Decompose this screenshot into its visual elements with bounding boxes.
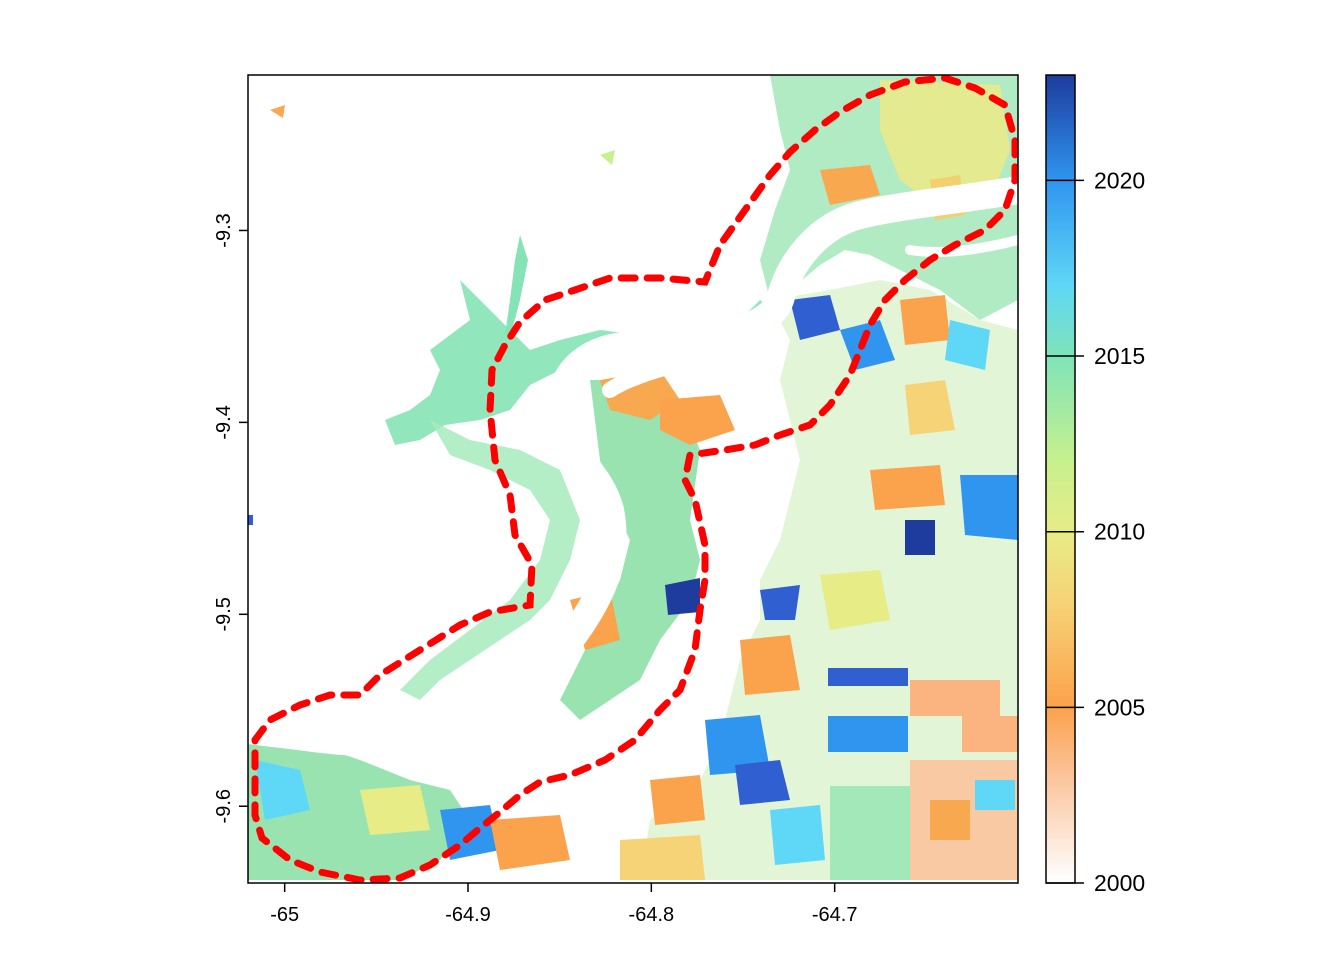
legend-tick-label: 2000: [1094, 870, 1145, 896]
legend-gradient: [1046, 75, 1075, 883]
forest-loss-patch: [600, 150, 615, 165]
forest-loss-patch: [490, 815, 570, 870]
forest-loss-patch: [650, 775, 705, 825]
x-tick-label: -64.8: [629, 904, 675, 926]
forest-loss-patch: [270, 105, 285, 118]
forest-loss-patch: [255, 760, 310, 820]
forest-loss-patch: [900, 295, 950, 345]
forest-loss-patch: [905, 380, 955, 435]
x-axis: -65 -64.9 -64.8 -64.7: [270, 883, 857, 926]
y-tick-label: -9.6: [213, 789, 235, 823]
legend-tick-label: 2005: [1094, 694, 1145, 720]
forest-loss-patch: [880, 80, 1010, 210]
legend-tick-label: 2015: [1094, 343, 1145, 369]
y-tick-label: -9.3: [213, 213, 235, 247]
y-tick-label: -9.5: [213, 597, 235, 631]
field-block: [930, 800, 970, 840]
forest-loss-patch: [870, 465, 945, 510]
forest-loss-patch: [905, 520, 935, 555]
x-tick-label: -65: [270, 904, 299, 926]
field-block: [975, 780, 1015, 810]
legend-ticks: 2000 2005 2010 2015 2020: [1046, 167, 1145, 896]
legend-tick-label: 2020: [1094, 167, 1145, 193]
deforestation-raster: [248, 75, 1018, 883]
forest-loss-patch: [790, 295, 840, 340]
field-block: [962, 716, 1018, 752]
forest-loss-patch: [665, 578, 700, 615]
forest-loss-patch: [770, 805, 825, 865]
forest-loss-patch: [960, 475, 1018, 540]
x-tick-label: -64.9: [445, 904, 491, 926]
field-block: [828, 716, 908, 752]
forest-loss-patch: [360, 785, 430, 835]
field-block: [830, 786, 910, 880]
field-block: [828, 668, 908, 686]
map-frame: [247, 74, 1019, 884]
forest-loss-patch: [945, 320, 990, 370]
forest-loss-region-sw: [248, 720, 470, 880]
river-branch: [905, 235, 1018, 257]
forest-loss-patch: [705, 715, 770, 775]
tributary-branch: [505, 235, 528, 335]
legend-tick-label: 2010: [1094, 519, 1145, 545]
protected-area-boundary: [251, 75, 1018, 883]
forest-loss-patch: [740, 635, 800, 695]
map-panel: [247, 74, 1019, 884]
river-branch: [602, 332, 768, 398]
tributary-branch: [400, 420, 580, 700]
forest-loss-patch: [760, 585, 800, 620]
river-main: [248, 176, 1018, 756]
forest-loss-patch: [660, 395, 735, 445]
forest-loss-patch: [820, 165, 880, 205]
y-axis: -9.3 -9.4 -9.5 -9.6: [213, 213, 248, 823]
x-tick-label: -64.7: [812, 904, 858, 926]
forest-loss-patch: [620, 835, 705, 880]
y-tick-label: -9.4: [213, 405, 235, 439]
forest-loss-patch: [820, 570, 890, 630]
field-block: [910, 680, 1000, 716]
forest-loss-patch: [735, 760, 790, 805]
legend-colorbar: 2000 2005 2010 2015 2020: [1045, 74, 1145, 896]
forest-loss-patch: [248, 515, 253, 525]
